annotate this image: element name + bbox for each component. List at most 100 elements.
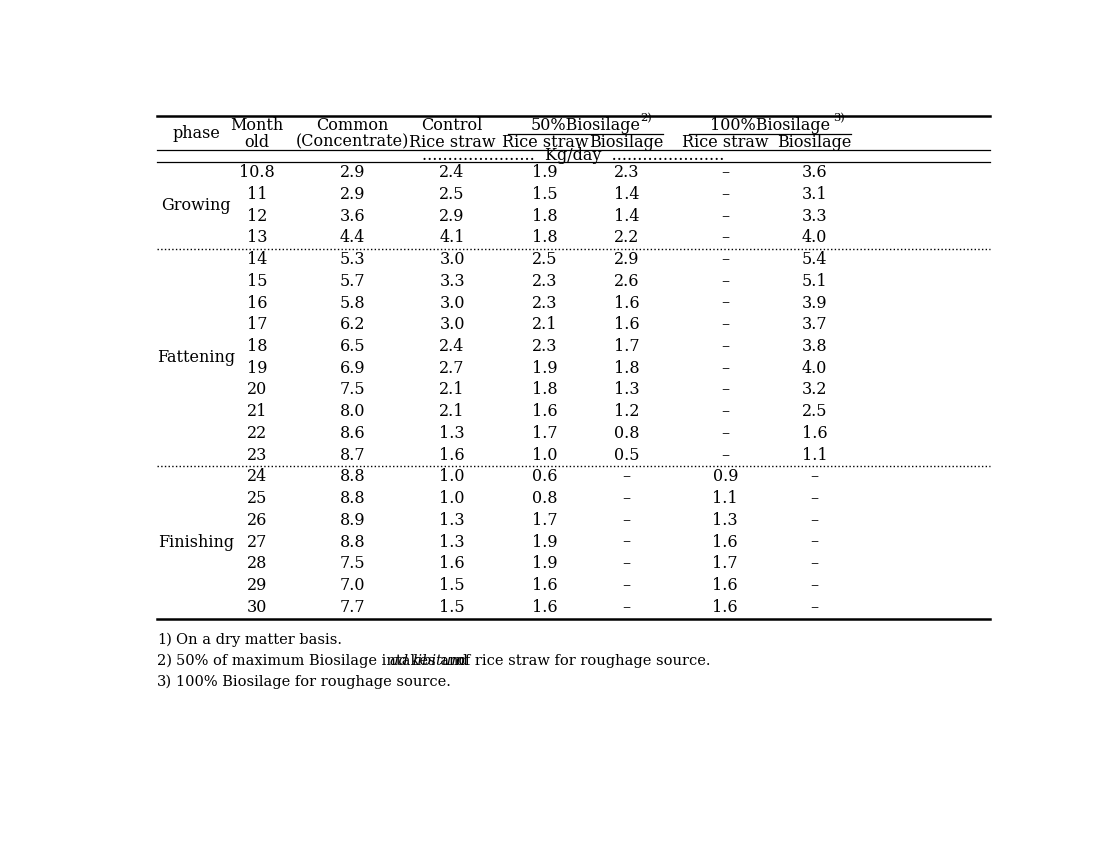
Text: 100% Biosilage for roughage source.: 100% Biosilage for roughage source. <box>177 675 451 689</box>
Text: 19: 19 <box>246 360 267 377</box>
Text: –: – <box>721 164 730 181</box>
Text: 3): 3) <box>834 113 845 123</box>
Text: 8.8: 8.8 <box>339 534 365 551</box>
Text: 100%Biosilage: 100%Biosilage <box>709 117 830 134</box>
Text: 2.6: 2.6 <box>613 273 639 290</box>
Text: 1.5: 1.5 <box>440 577 464 594</box>
Text: –: – <box>810 555 819 572</box>
Text: 0.9: 0.9 <box>713 469 739 486</box>
Text: 1.6: 1.6 <box>713 577 739 594</box>
Text: 1.5: 1.5 <box>440 598 464 616</box>
Text: 1.0: 1.0 <box>440 490 464 507</box>
Text: 1.9: 1.9 <box>532 164 557 181</box>
Text: 0.8: 0.8 <box>533 490 557 507</box>
Text: 1.7: 1.7 <box>713 555 739 572</box>
Text: –: – <box>622 490 630 507</box>
Text: –: – <box>721 446 730 463</box>
Text: On a dry matter basis.: On a dry matter basis. <box>177 633 342 647</box>
Text: –: – <box>721 229 730 246</box>
Text: 1.6: 1.6 <box>532 598 557 616</box>
Text: 1.2: 1.2 <box>613 404 639 420</box>
Text: 3.1: 3.1 <box>802 186 827 203</box>
Text: 1.9: 1.9 <box>532 534 557 551</box>
Text: 1.0: 1.0 <box>440 469 464 486</box>
Text: Rice straw: Rice straw <box>501 133 589 150</box>
Text: Fattening: Fattening <box>157 349 235 366</box>
Text: 21: 21 <box>247 404 267 420</box>
Text: 16: 16 <box>246 295 267 311</box>
Text: 0.5: 0.5 <box>613 446 639 463</box>
Text: 15: 15 <box>246 273 267 290</box>
Text: 29: 29 <box>247 577 267 594</box>
Text: 4.1: 4.1 <box>440 229 464 246</box>
Text: 14: 14 <box>247 251 267 268</box>
Text: phase: phase <box>172 126 220 143</box>
Text: 5.8: 5.8 <box>339 295 365 311</box>
Text: 5.1: 5.1 <box>802 273 827 290</box>
Text: 20: 20 <box>247 381 267 398</box>
Text: 3.8: 3.8 <box>802 338 827 355</box>
Text: 2.9: 2.9 <box>339 186 365 203</box>
Text: Month: Month <box>231 117 283 134</box>
Text: 1.3: 1.3 <box>713 512 739 529</box>
Text: 8.9: 8.9 <box>339 512 365 529</box>
Text: 25: 25 <box>247 490 267 507</box>
Text: 5.7: 5.7 <box>339 273 365 290</box>
Text: 1.6: 1.6 <box>613 295 639 311</box>
Text: 2.5: 2.5 <box>533 251 557 268</box>
Text: 3.6: 3.6 <box>339 208 365 225</box>
Text: –: – <box>721 251 730 268</box>
Text: 6.9: 6.9 <box>339 360 365 377</box>
Text: 8.8: 8.8 <box>339 490 365 507</box>
Text: Control: Control <box>422 117 482 134</box>
Text: 1.6: 1.6 <box>713 534 739 551</box>
Text: 3.3: 3.3 <box>802 208 827 225</box>
Text: 12: 12 <box>247 208 267 225</box>
Text: old: old <box>244 133 270 150</box>
Text: 2.9: 2.9 <box>440 208 464 225</box>
Text: Common: Common <box>317 117 388 134</box>
Text: –: – <box>622 577 630 594</box>
Text: 3.0: 3.0 <box>440 251 464 268</box>
Text: 2.5: 2.5 <box>440 186 464 203</box>
Text: 7.5: 7.5 <box>339 381 365 398</box>
Text: 1.6: 1.6 <box>613 316 639 333</box>
Text: 8.0: 8.0 <box>339 404 365 420</box>
Text: 4.0: 4.0 <box>802 360 827 377</box>
Text: 50% of maximum Biosilage intakes and: 50% of maximum Biosilage intakes and <box>177 654 473 668</box>
Text: Growing: Growing <box>161 197 231 214</box>
Text: –: – <box>622 534 630 551</box>
Text: 23: 23 <box>247 446 267 463</box>
Text: 4.4: 4.4 <box>340 229 365 246</box>
Text: 1.5: 1.5 <box>532 186 557 203</box>
Text: (Concentrate): (Concentrate) <box>295 133 410 150</box>
Text: –: – <box>721 404 730 420</box>
Text: 2.1: 2.1 <box>533 316 557 333</box>
Text: 3.6: 3.6 <box>802 164 827 181</box>
Text: 2.3: 2.3 <box>533 273 557 290</box>
Text: –: – <box>721 273 730 290</box>
Text: 1.3: 1.3 <box>613 381 639 398</box>
Text: 1.9: 1.9 <box>532 555 557 572</box>
Text: 7.5: 7.5 <box>339 555 365 572</box>
Text: 13: 13 <box>246 229 267 246</box>
Text: Rice straw: Rice straw <box>408 133 496 150</box>
Text: –: – <box>810 577 819 594</box>
Text: 1.8: 1.8 <box>532 229 557 246</box>
Text: 0.8: 0.8 <box>613 425 639 442</box>
Text: 1.4: 1.4 <box>613 208 639 225</box>
Text: –: – <box>810 534 819 551</box>
Text: –: – <box>622 598 630 616</box>
Text: –: – <box>721 338 730 355</box>
Text: 11: 11 <box>246 186 267 203</box>
Text: –: – <box>721 360 730 377</box>
Text: 1.6: 1.6 <box>440 446 464 463</box>
Text: Finishing: Finishing <box>158 534 234 551</box>
Text: –: – <box>622 469 630 486</box>
Text: 6.2: 6.2 <box>339 316 365 333</box>
Text: 1.3: 1.3 <box>440 425 464 442</box>
Text: –: – <box>721 425 730 442</box>
Text: 1.7: 1.7 <box>532 425 557 442</box>
Text: 7.0: 7.0 <box>339 577 365 594</box>
Text: 1.3: 1.3 <box>440 534 464 551</box>
